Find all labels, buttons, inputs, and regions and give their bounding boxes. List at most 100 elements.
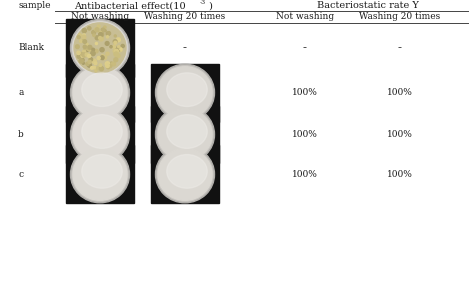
Circle shape	[86, 62, 89, 65]
Circle shape	[99, 37, 103, 41]
Ellipse shape	[72, 148, 128, 201]
Ellipse shape	[82, 154, 122, 188]
Text: -: -	[398, 41, 402, 54]
Ellipse shape	[157, 148, 213, 201]
Text: Blank: Blank	[18, 43, 44, 52]
Circle shape	[82, 35, 86, 39]
Circle shape	[87, 63, 91, 67]
Circle shape	[82, 54, 84, 56]
Circle shape	[99, 36, 101, 40]
Circle shape	[88, 55, 91, 57]
Circle shape	[84, 48, 89, 52]
Circle shape	[114, 58, 118, 62]
Text: Bacteriostatic rate Y: Bacteriostatic rate Y	[317, 1, 419, 10]
Circle shape	[113, 40, 117, 44]
Circle shape	[109, 65, 112, 67]
Circle shape	[81, 54, 84, 57]
Circle shape	[95, 28, 99, 32]
Circle shape	[102, 57, 105, 60]
Circle shape	[99, 32, 102, 36]
Text: sample: sample	[18, 1, 51, 10]
Circle shape	[117, 38, 120, 42]
Text: 100%: 100%	[292, 130, 318, 139]
Circle shape	[95, 69, 97, 72]
Circle shape	[87, 46, 91, 50]
Circle shape	[94, 62, 97, 65]
Ellipse shape	[167, 73, 207, 106]
Ellipse shape	[74, 23, 126, 73]
Circle shape	[93, 34, 95, 36]
Circle shape	[78, 34, 82, 36]
Text: a: a	[18, 88, 23, 97]
Circle shape	[105, 42, 109, 45]
Ellipse shape	[71, 20, 129, 76]
Circle shape	[83, 40, 87, 43]
Ellipse shape	[158, 148, 212, 200]
Circle shape	[99, 64, 101, 67]
Circle shape	[100, 56, 104, 60]
Text: Not washing: Not washing	[71, 12, 129, 22]
Circle shape	[114, 35, 116, 37]
Circle shape	[92, 48, 94, 51]
Circle shape	[91, 30, 96, 34]
Ellipse shape	[72, 21, 128, 75]
Text: -: -	[303, 41, 307, 54]
Circle shape	[106, 52, 109, 55]
Circle shape	[121, 44, 124, 48]
Circle shape	[80, 40, 82, 42]
Circle shape	[110, 62, 112, 65]
Ellipse shape	[157, 108, 213, 161]
Text: -: -	[183, 41, 187, 54]
Circle shape	[77, 51, 80, 55]
Bar	[66, 146, 134, 203]
Circle shape	[87, 47, 91, 51]
Circle shape	[103, 26, 106, 28]
Circle shape	[99, 31, 101, 34]
Text: 100%: 100%	[387, 170, 413, 179]
Text: c: c	[18, 170, 23, 179]
Text: Washing 20 times: Washing 20 times	[145, 12, 226, 22]
Circle shape	[107, 66, 109, 69]
Circle shape	[106, 36, 109, 38]
Circle shape	[77, 55, 81, 58]
Circle shape	[106, 64, 109, 67]
Ellipse shape	[73, 148, 127, 200]
Circle shape	[103, 56, 107, 59]
Ellipse shape	[155, 146, 215, 203]
Circle shape	[82, 62, 84, 64]
Circle shape	[114, 52, 118, 56]
Ellipse shape	[82, 115, 122, 148]
Ellipse shape	[82, 73, 122, 106]
Circle shape	[112, 45, 116, 48]
Circle shape	[93, 66, 96, 69]
Bar	[66, 106, 134, 163]
Circle shape	[88, 60, 91, 63]
Text: 100%: 100%	[387, 88, 413, 97]
Circle shape	[88, 27, 91, 30]
Circle shape	[87, 46, 91, 50]
Circle shape	[101, 28, 105, 32]
Ellipse shape	[158, 67, 212, 119]
Circle shape	[88, 45, 92, 49]
Circle shape	[97, 57, 100, 60]
Ellipse shape	[167, 154, 207, 188]
Text: b: b	[18, 130, 24, 139]
Circle shape	[75, 45, 79, 49]
Circle shape	[106, 32, 109, 35]
Circle shape	[95, 28, 97, 30]
Bar	[151, 64, 219, 122]
Circle shape	[82, 28, 86, 33]
Bar	[66, 64, 134, 122]
Circle shape	[97, 25, 100, 28]
Circle shape	[117, 48, 120, 51]
Circle shape	[83, 34, 85, 36]
Ellipse shape	[72, 108, 128, 161]
Circle shape	[85, 53, 89, 56]
Ellipse shape	[155, 64, 215, 121]
Circle shape	[82, 50, 86, 53]
Text: 100%: 100%	[292, 88, 318, 97]
Ellipse shape	[71, 64, 129, 121]
Circle shape	[118, 46, 120, 48]
Circle shape	[92, 59, 96, 63]
Circle shape	[115, 47, 118, 51]
